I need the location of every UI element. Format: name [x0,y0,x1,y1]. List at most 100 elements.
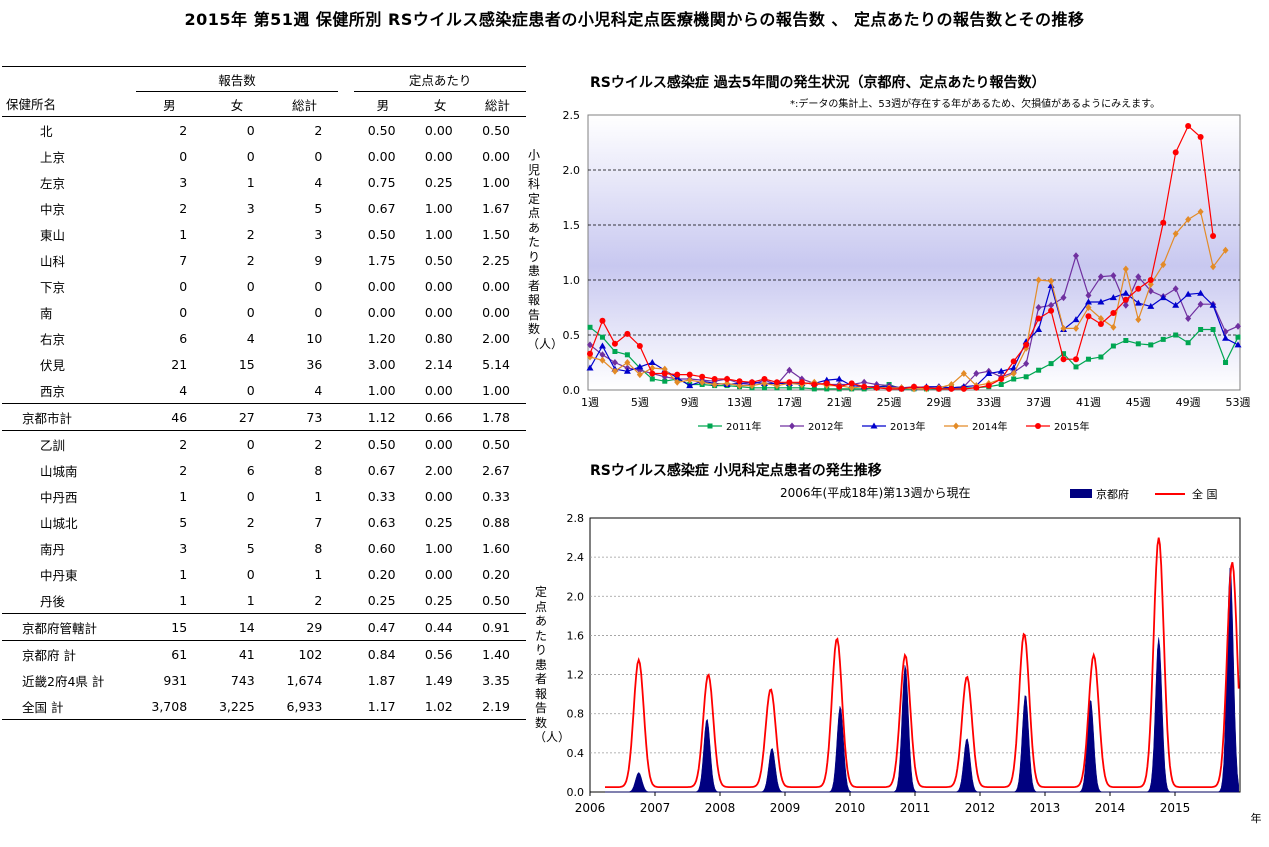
cell-name: 乙訓 [40,437,66,453]
cell-t: 36 [306,356,323,372]
chart1-point [736,382,743,390]
chart1-point [1010,358,1017,365]
chart1-point [1073,364,1079,370]
chart1-point [873,384,880,391]
cell-t: 7 [314,514,323,530]
chart1-point [1122,296,1129,303]
chart1-point [1023,374,1029,380]
cell-m: 4 [179,382,188,398]
chart1-point [611,367,618,375]
chart1-point [624,330,631,337]
cell-t: 10 [306,330,323,346]
chart1-point [1023,341,1030,348]
cell-pt: 0.00 [482,278,510,294]
chart1-point [998,382,1004,387]
chart1-plot-area [587,114,1241,391]
chart1-xtick: 53週 [1226,396,1251,409]
chart2-xtick: 2006 [575,801,606,815]
cell-f: 5 [246,540,255,556]
chart1-point [1109,294,1117,301]
cell-f: 2 [246,514,255,530]
cell-pt: 1.00 [482,382,510,398]
cell-f: 0 [246,566,255,582]
cell-f: 6 [246,462,255,478]
chart1-point [761,385,767,391]
chart1-point [586,364,594,371]
chart1-point [1185,123,1192,129]
table-row: 山城南 2 6 8 0.67 2.00 2.67 [2,457,526,483]
cell-pm: 0.47 [367,619,396,635]
cell-t: 2 [314,122,323,138]
chart1-point [624,352,630,358]
chart1-point [674,371,681,378]
chart1-point [1097,298,1105,305]
chart1-point [1011,376,1017,382]
chart1-xtick: 9週 [681,396,699,409]
chart1-note: *:データの集計上、53週が存在する年があるため、欠損値があるようにみえます。 [790,99,1161,110]
cell-pf: 1.49 [424,672,453,688]
cell-t: 2 [314,436,323,452]
chart1-point [811,381,818,388]
cell-name: 山城南 [40,463,78,479]
chart1-ytick: 2.5 [563,109,581,122]
cell-pm: 1.20 [367,330,396,346]
chart1-point [1185,340,1191,346]
chart2-xtick: 2010 [835,801,866,815]
chart1-point [599,356,606,364]
cell-m: 2 [179,200,188,216]
cell-pt: 1.00 [482,174,510,190]
chart2-ytick: 0.8 [567,708,585,721]
cell-pf: 0.00 [424,488,453,504]
chart2-area-chart: 0.0 0.4 0.8 1.2 1.6 2.0 2.4 2.8 2006 2007 2008 2009… [567,487,1262,825]
chart1-point [1060,294,1067,302]
cell-pm: 0.00 [367,148,396,164]
header-male: 男 [163,97,176,113]
cell-pf: 0.00 [424,566,453,582]
cell-pm: 0.20 [367,566,396,582]
chart1-point [1073,252,1079,260]
cell-pf: 1.00 [424,540,453,556]
cell-pm: 0.00 [367,278,396,294]
chart1-point [598,342,606,349]
chart2-ytick: 2.0 [567,590,585,603]
table-row: 左京 3 1 4 0.75 0.25 1.00 [2,169,526,195]
cell-f: 1 [246,592,255,608]
chart1-point [611,340,618,347]
chart1-point [1172,230,1179,238]
chart1-legend-marker [789,422,795,430]
cell-t: 9 [314,252,323,268]
cell-f: 3,225 [218,698,255,714]
cell-pt: 0.50 [482,436,510,452]
chart1-point [1185,315,1192,322]
chart1-point [898,385,905,392]
chart1-point [1110,272,1117,280]
chart1-point [1023,360,1030,368]
chart1-point [686,371,693,378]
chart1-legend-label: 2015年 [1054,420,1089,433]
chart1-xtick: 37週 [1026,396,1051,409]
chart1-point [648,359,656,365]
cell-pf: 0.80 [424,330,453,346]
cell-m: 46 [171,409,188,425]
table-row: 南丹 3 5 8 0.60 1.00 1.60 [2,535,526,561]
chart1-point [662,378,668,384]
cell-name: 左京 [40,175,66,191]
cell-pm: 0.75 [367,174,396,190]
cell-name: 中丹東 [40,567,78,583]
cell-t: 0 [314,304,323,320]
chart2-xtick: 2012 [965,801,996,815]
cell-pt: 0.00 [482,304,510,320]
chart1-point [649,370,656,377]
chart1-point [1210,263,1217,271]
chart1-point [1135,273,1142,281]
chart1-point [636,343,643,349]
chart2-xtick: 2014 [1095,801,1126,815]
chart1-point [736,378,743,385]
cell-pm: 0.25 [367,592,396,608]
chart1-point [1098,354,1104,360]
chart1-xtick: 29週 [926,396,951,409]
chart1-point [848,384,855,392]
cell-m: 0 [179,278,188,294]
chart1-point [1148,342,1154,348]
header-total: 総計 [292,97,318,113]
